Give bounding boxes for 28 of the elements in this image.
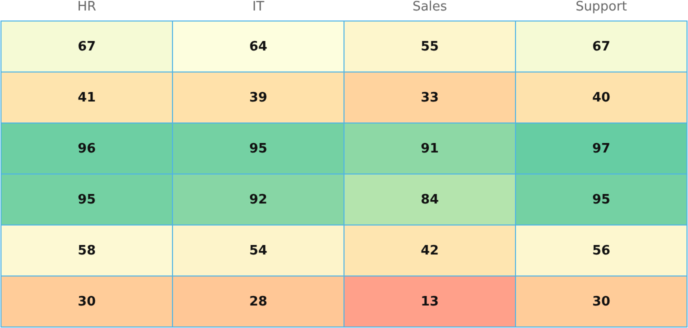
data-label: 91 [420, 142, 439, 156]
data-label: 64 [249, 40, 268, 54]
data-label: 13 [420, 294, 439, 310]
data-label: 92 [249, 192, 268, 208]
x-tick-label: HR [77, 0, 96, 14]
data-label: 84 [420, 192, 439, 208]
data-label: 96 [78, 142, 96, 156]
data-label: 97 [592, 142, 610, 156]
data-label: 55 [420, 40, 439, 54]
data-label: 95 [592, 192, 610, 208]
data-label: 56 [592, 244, 610, 258]
data-label: 33 [420, 90, 439, 106]
data-label: 41 [78, 90, 96, 106]
data-label: 28 [249, 294, 268, 310]
x-tick-label: Sales [412, 0, 448, 14]
x-tick-label: Support [576, 0, 627, 14]
data-label: 40 [592, 90, 610, 106]
data-label: 95 [249, 142, 268, 156]
x-tick-label: IT [252, 0, 264, 14]
data-label: 39 [249, 90, 268, 106]
data-label: 30 [592, 294, 610, 310]
data-label: 95 [78, 192, 96, 208]
data-label: 58 [78, 244, 96, 258]
data-label: 30 [78, 294, 96, 310]
data-label: 54 [249, 244, 268, 258]
data-label: 67 [592, 40, 610, 54]
data-label: 42 [420, 244, 439, 258]
data-label: 67 [78, 40, 96, 54]
